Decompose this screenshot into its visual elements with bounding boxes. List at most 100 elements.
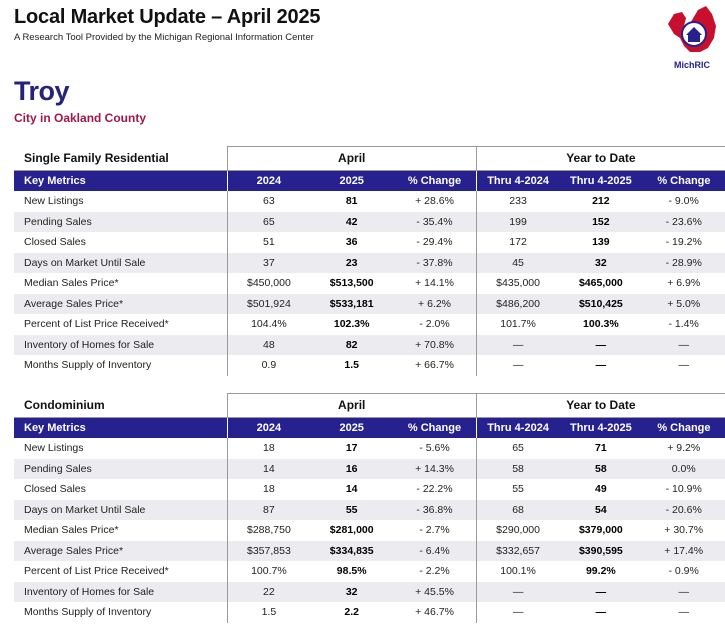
col-pct-change: % Change (393, 170, 477, 191)
group-ytd-header: Year to Date (476, 146, 725, 171)
april-change-cell: + 6.2% (393, 293, 477, 314)
april-change-cell: + 28.6% (415, 195, 454, 207)
ytd-change-cell: — (642, 581, 725, 602)
ytd-2025-cell: 49 (595, 483, 607, 495)
april-2025-cell: 17 (345, 442, 358, 454)
april-2025-cell: 2.2 (344, 606, 359, 618)
ytd-2025-cell: — (595, 606, 607, 618)
ytd-change-cell: - 10.9% (642, 479, 725, 500)
michric-logo: MichRIC (668, 6, 716, 70)
ytd-2025-cell: $379,000 (578, 524, 623, 536)
table-row: New Listings 18 17 - 5.6% 65 71 + 9.2% (14, 438, 725, 459)
table-row: Months Supply of Inventory 1.5 2.2 + 46.7% —… (14, 602, 725, 623)
metric-cell: Closed Sales (24, 236, 86, 248)
metric-cell: Days on Market Until Sale (14, 499, 228, 520)
table-row: Closed Sales 51 36 - 29.4% 172 139 - 19.2% (14, 232, 725, 253)
ytd-2025-cell: 100.3% (583, 318, 619, 330)
ytd-2024-cell: 101.7% (475, 314, 560, 335)
ytd-change-cell: + 30.7% (642, 520, 725, 541)
col-2025: 2025 (310, 170, 394, 191)
april-2024-cell: 0.9 (226, 355, 311, 376)
april-change-cell: - 5.6% (419, 442, 450, 454)
ytd-change-cell: - 9.0% (642, 191, 725, 212)
sfr-section: Single Family Residential April Year to … (14, 146, 725, 376)
april-2025-cell: 82 (310, 334, 394, 355)
april-2025-cell: 32 (310, 581, 394, 602)
april-change-cell: + 14.3% (393, 458, 477, 479)
table-row: Pending Sales 65 42- 35.4% 199 152- 23.6% (14, 211, 725, 232)
april-change-cell: - 22.2% (416, 483, 453, 495)
april-2024-cell: 18 (226, 438, 311, 459)
april-change-cell: - 35.4% (393, 211, 477, 232)
col-ytd-2025: Thru 4-2025 (559, 170, 643, 191)
april-2024-cell: 14 (226, 458, 311, 479)
april-change-cell: + 14.1% (415, 277, 454, 289)
metric-cell: Median Sales Price* (24, 277, 119, 289)
ytd-change-cell: - 28.9% (642, 252, 725, 273)
april-2025-cell: $533,181 (310, 293, 394, 314)
april-2024-cell: $357,853 (226, 540, 311, 561)
section-title: Single Family Residential (14, 146, 228, 171)
april-2024-cell: $288,750 (226, 520, 311, 541)
ytd-2025-cell: 212 (592, 195, 610, 207)
april-change-cell: - 36.8% (393, 499, 477, 520)
april-2025-cell: 14 (345, 483, 358, 495)
ytd-change-cell: — (642, 355, 725, 376)
table-row: Days on Market Until Sale 37 23- 37.8% 45 32… (14, 252, 725, 273)
sfr-table: Single Family Residential April Year to … (14, 146, 725, 376)
metric-cell: Median Sales Price* (24, 524, 119, 536)
metric-cell: Closed Sales (24, 483, 86, 495)
ytd-2024-cell: $486,200 (475, 293, 560, 314)
april-change-cell: + 46.7% (415, 606, 454, 618)
col-ytd-2024: Thru 4-2024 (475, 417, 560, 438)
metric-cell: New Listings (24, 195, 84, 207)
ytd-2024-cell: $290,000 (475, 520, 560, 541)
table-row: New Listings 63 81 + 28.6% 233 212 - 9.0% (14, 191, 725, 212)
april-2025-cell: 98.5% (336, 565, 367, 577)
april-2024-cell: 104.4% (226, 314, 311, 335)
ytd-2025-cell: — (559, 334, 643, 355)
ytd-2024-cell: 55 (475, 479, 560, 500)
table-row: Inventory of Homes for Sale 48 82 + 70.8% — —… (14, 334, 725, 355)
april-2025-cell: $281,000 (329, 524, 374, 536)
report-subtitle: A Research Tool Provided by the Michigan… (14, 32, 314, 43)
metric-cell: Months Supply of Inventory (24, 359, 152, 371)
ytd-change-cell: - 0.9% (642, 561, 725, 582)
svg-text:MichRIC: MichRIC (674, 60, 711, 70)
col-2024: 2024 (226, 417, 311, 438)
ytd-2025-cell: $465,000 (578, 277, 623, 289)
ytd-2024-cell: — (475, 581, 560, 602)
ytd-change-cell: + 6.9% (642, 273, 725, 294)
ytd-2024-cell: 172 (475, 232, 560, 253)
metric-cell: Average Sales Price* (14, 540, 228, 561)
april-2024-cell: $501,924 (226, 293, 311, 314)
table-row: Months Supply of Inventory 0.9 1.5 + 66.7% —… (14, 355, 725, 376)
april-change-cell: - 2.2% (419, 565, 450, 577)
april-2025-cell: 1.5 (344, 359, 359, 371)
april-2025-cell: 36 (345, 236, 358, 248)
ytd-change-cell: - 19.2% (642, 232, 725, 253)
april-2025-cell: 55 (310, 499, 394, 520)
april-2024-cell: 22 (226, 581, 311, 602)
april-2025-cell: 81 (345, 195, 358, 207)
april-change-cell: + 66.7% (415, 359, 454, 371)
april-change-cell: - 29.4% (416, 236, 453, 248)
col-ytd-pct-change: % Change (642, 417, 725, 438)
april-change-cell: - 6.4% (393, 540, 477, 561)
ytd-2024-cell: — (475, 355, 560, 376)
ytd-2024-cell: 68 (475, 499, 560, 520)
april-2025-cell: 42 (310, 211, 394, 232)
col-2025: 2025 (310, 417, 394, 438)
ytd-change-cell: + 9.2% (642, 438, 725, 459)
april-2024-cell: 51 (226, 232, 311, 253)
ytd-2025-cell: 139 (592, 236, 610, 248)
april-change-cell: + 70.8% (393, 334, 477, 355)
ytd-2024-cell: 100.1% (475, 561, 560, 582)
table-row: Closed Sales 18 14 - 22.2% 55 49 - 10.9% (14, 479, 725, 500)
metric-cell: Inventory of Homes for Sale (14, 581, 228, 602)
table-row: Average Sales Price* $357,853 $334,835- 6.… (14, 540, 725, 561)
col-ytd-pct-change: % Change (642, 170, 725, 191)
ytd-2025-cell: 99.2% (585, 565, 616, 577)
condo-table: Condominium April Year to Date Key Metri… (14, 393, 725, 623)
col-ytd-2025: Thru 4-2025 (559, 417, 643, 438)
